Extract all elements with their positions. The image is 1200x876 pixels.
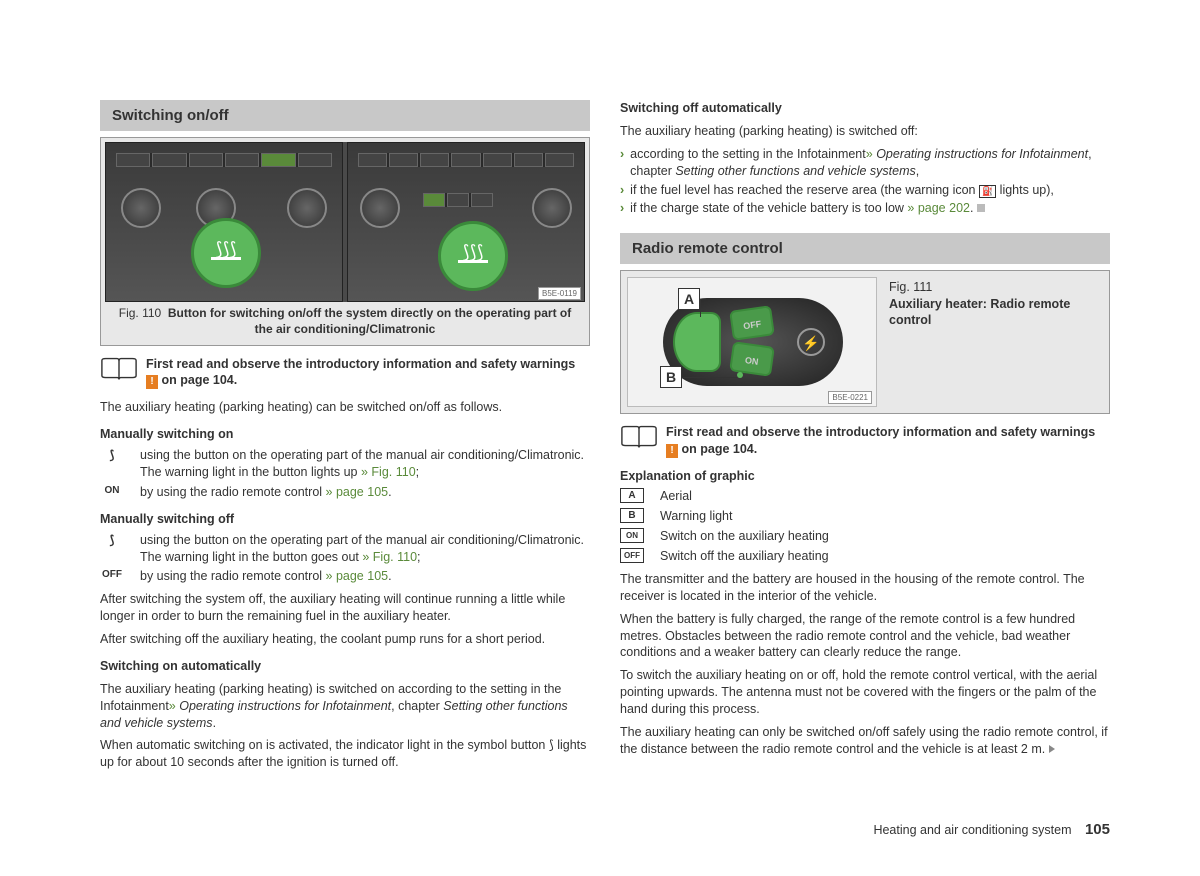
intro-text: The auxiliary heating (parking heating) …	[100, 399, 590, 416]
body-text: When the battery is fully charged, the r…	[620, 611, 1110, 662]
manual-off-heading: Manually switching off	[100, 511, 590, 528]
legend-label-off: OFF	[620, 548, 644, 563]
body-text: The transmitter and the battery are hous…	[620, 571, 1110, 605]
legend-label-a: A	[620, 488, 644, 503]
list-item: ⟆ using the button on the operating part…	[100, 447, 590, 481]
dashboard-climatronic: ⟆⟆⟆	[347, 142, 585, 302]
chevron-icon: ›	[620, 200, 624, 217]
manual-page: Switching on/off ⟆⟆⟆	[100, 100, 1110, 777]
bullet-item: › according to the setting in the Infota…	[620, 146, 1110, 180]
body-text: The auxiliary heating (parking heating) …	[620, 123, 1110, 140]
fig-link: » Fig. 110	[361, 465, 416, 479]
heat-symbol-icon: ⟆	[100, 532, 124, 566]
figure-111-caption: Fig. 111 Auxiliary heater: Radio remote …	[889, 277, 1103, 407]
legend-row: ON Switch on the auxiliary heating	[620, 528, 1110, 545]
right-column: Switching off automatically The auxiliar…	[620, 100, 1110, 777]
callout-label-a: A	[678, 288, 700, 310]
book-icon	[100, 356, 138, 382]
figure-110-image: ⟆⟆⟆ ⟆⟆⟆ B5E-0119	[105, 142, 585, 302]
body-text: After switching off the auxiliary heatin…	[100, 631, 590, 648]
list-item: ON by using the radio remote control » p…	[100, 484, 590, 501]
legend-row: B Warning light	[620, 508, 1110, 525]
figure-110-caption: Fig. 110 Button for switching on/off the…	[105, 302, 585, 341]
read-first-notice: First read and observe the introductory …	[620, 424, 1110, 457]
bullet-item: › if the charge state of the vehicle bat…	[620, 200, 1110, 217]
explanation-heading: Explanation of graphic	[620, 468, 1110, 485]
auto-off-heading: Switching off automatically	[620, 100, 1110, 117]
warning-badge-icon: !	[146, 375, 158, 389]
list-item: ⟆ using the button on the operating part…	[100, 532, 590, 566]
remote-body: OFF ON ⚡	[663, 298, 843, 386]
book-icon	[620, 424, 658, 450]
remote-led	[737, 372, 743, 378]
read-first-notice: First read and observe the introductory …	[100, 356, 590, 389]
remote-on-button: ON	[729, 341, 775, 377]
legend-label-on: ON	[620, 528, 644, 543]
auto-on-heading: Switching on automatically	[100, 658, 590, 675]
warning-badge-icon: !	[666, 444, 678, 458]
section-header-switching: Switching on/off	[100, 100, 590, 131]
manual-on-heading: Manually switching on	[100, 426, 590, 443]
list-item: OFF by using the radio remote control » …	[100, 568, 590, 585]
page-footer: Heating and air conditioning system 105	[873, 821, 1110, 838]
body-text: The auxiliary heating can only be switch…	[620, 724, 1110, 758]
bullet-item: › if the fuel level has reached the rese…	[620, 182, 1110, 199]
image-id-label: B5E-0119	[538, 287, 581, 300]
remote-aerial-button	[673, 312, 721, 372]
page-number: 105	[1085, 821, 1110, 838]
page-link: » page 105	[326, 569, 389, 583]
legend-row: OFF Switch off the auxiliary heating	[620, 548, 1110, 565]
page-link: » page 105	[326, 485, 389, 499]
heat-callout-icon: ⟆⟆⟆	[191, 218, 261, 288]
fig-link: » Fig. 110	[362, 550, 417, 564]
footer-section-title: Heating and air conditioning system	[873, 823, 1071, 837]
on-label: ON	[100, 484, 124, 501]
figure-111-image: OFF ON ⚡ A B B5E-0221	[627, 277, 877, 407]
fuel-icon: ⛽	[979, 185, 996, 198]
chevron-icon: ›	[620, 182, 624, 199]
body-text: When automatic switching on is activated…	[100, 737, 590, 771]
continue-icon	[1049, 745, 1055, 753]
brand-logo-icon: ⚡	[797, 328, 825, 356]
legend-row: A Aerial	[620, 488, 1110, 505]
legend-label-b: B	[620, 508, 644, 523]
image-id-label: B5E-0221	[828, 391, 872, 404]
body-text: The auxiliary heating (parking heating) …	[100, 681, 590, 732]
off-label: OFF	[100, 568, 124, 585]
remote-off-button: OFF	[729, 305, 775, 341]
body-text: To switch the auxiliary heating on or of…	[620, 667, 1110, 718]
figure-111-box: OFF ON ⚡ A B B5E-0221 Fig. 111 Auxiliary…	[620, 270, 1110, 414]
section-end-icon	[977, 204, 985, 212]
chevron-icon: ›	[620, 146, 624, 180]
page-link: » page 202	[907, 201, 970, 215]
figure-110-box: ⟆⟆⟆ ⟆⟆⟆ B5E-0119 Fig. 110 B	[100, 137, 590, 346]
heat-symbol-icon: ⟆	[100, 447, 124, 481]
left-column: Switching on/off ⟆⟆⟆	[100, 100, 590, 777]
callout-label-b: B	[660, 366, 682, 388]
heat-callout-icon: ⟆⟆⟆	[438, 221, 508, 291]
body-text: After switching the system off, the auxi…	[100, 591, 590, 625]
dashboard-manual-ac: ⟆⟆⟆	[105, 142, 343, 302]
section-header-radio: Radio remote control	[620, 233, 1110, 264]
